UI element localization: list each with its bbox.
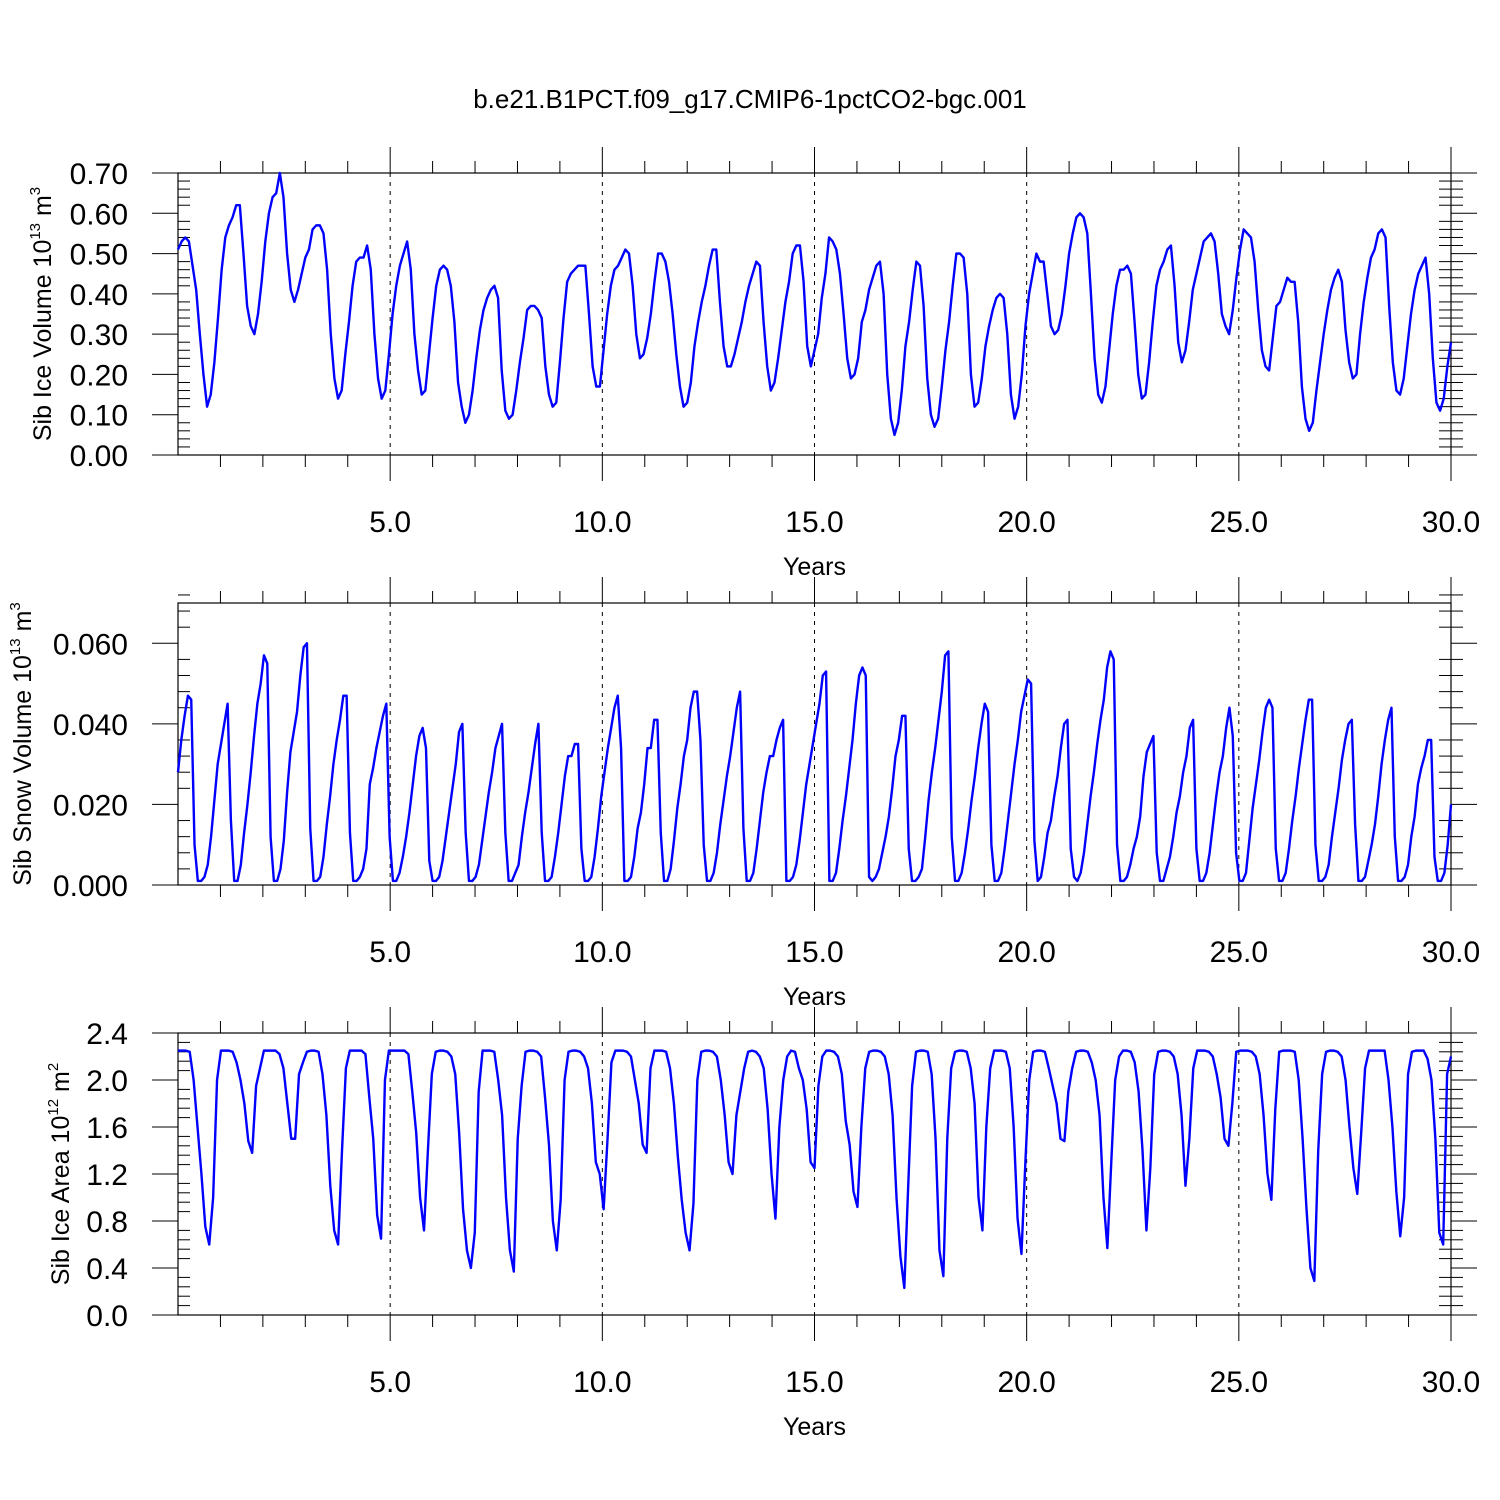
x-tick-label: 5.0 xyxy=(369,1366,411,1399)
plots-container: 0.00 0.10 0.20 0.30 0.40 0.50 0.60 0.70 5.0 10.0 1… xyxy=(7,147,1480,1441)
y-tick-label: 0.0 xyxy=(86,1300,128,1333)
x-tick-label: 25.0 xyxy=(1210,506,1268,539)
x-tick-label: 5.0 xyxy=(369,506,411,539)
plot-frame xyxy=(177,1032,1452,1316)
x-tick-label: 30.0 xyxy=(1422,1366,1480,1399)
x-tick-label: 15.0 xyxy=(785,1366,843,1399)
x-axis-label: Years xyxy=(783,1413,846,1441)
y-tick-label: 0.060 xyxy=(53,628,128,661)
x-tick-label: 25.0 xyxy=(1210,1366,1268,1399)
x-tick-label: 10.0 xyxy=(573,936,631,969)
x-tick-label: 10.0 xyxy=(573,506,631,539)
y-tick-label: 0.10 xyxy=(70,400,128,433)
x-tick-label: 20.0 xyxy=(997,1366,1055,1399)
chart-panel-1: 0.00 0.10 0.20 0.30 0.40 0.50 0.60 0.70 5.0 10.0 1… xyxy=(27,147,1480,581)
x-tick-label: 30.0 xyxy=(1422,936,1480,969)
series-line-1 xyxy=(176,171,1453,437)
y-tick-label: 1.2 xyxy=(86,1159,128,1192)
figure-title: b.e21.B1PCT.f09_g17.CMIP6-1pctCO2-bgc.00… xyxy=(473,84,1027,114)
y-tick-label: 2.4 xyxy=(86,1018,128,1051)
y-tick-label: 0.70 xyxy=(70,158,128,191)
y-tick-label: 0.040 xyxy=(53,709,128,742)
plot-frame xyxy=(177,172,1452,456)
y-tick-label: 0.50 xyxy=(70,239,128,272)
chart-panel-3: 0.0 0.4 0.8 1.2 1.6 2.0 2.4 5.0 10.0 15.0 20.0 25.0… xyxy=(45,1007,1480,1441)
y-tick-label: 0.40 xyxy=(70,279,128,312)
y-axis-label: Sib Ice Area 1012 m2 xyxy=(45,1063,75,1285)
y-tick-label: 2.0 xyxy=(86,1065,128,1098)
x-tick-label: 15.0 xyxy=(785,936,843,969)
x-tick-label: 25.0 xyxy=(1210,936,1268,969)
x-axis-label: Years xyxy=(783,983,846,1011)
y-axis-label: Sib Snow Volume 1013 m3 xyxy=(7,602,37,886)
y-tick-label: 1.6 xyxy=(86,1112,128,1145)
y-tick-label: 0.020 xyxy=(53,789,128,822)
chart-panel-2: 0.000 0.020 0.040 0.060 5.0 10.0 15.0 20.0 25.0 3… xyxy=(7,577,1480,1011)
y-tick-label: 0.8 xyxy=(86,1206,128,1239)
y-tick-label: 0.4 xyxy=(86,1253,128,1286)
x-tick-label: 30.0 xyxy=(1422,506,1480,539)
x-tick-label: 5.0 xyxy=(369,936,411,969)
x-tick-label: 10.0 xyxy=(573,1366,631,1399)
x-axis-label: Years xyxy=(783,553,846,581)
y-tick-label: 0.30 xyxy=(70,319,128,352)
y-tick-label: 0.60 xyxy=(70,198,128,231)
x-tick-label: 20.0 xyxy=(997,936,1055,969)
y-tick-label: 0.00 xyxy=(70,440,128,473)
x-tick-label: 20.0 xyxy=(997,506,1055,539)
series-line-1 xyxy=(176,642,1453,883)
x-tick-label: 15.0 xyxy=(785,506,843,539)
y-axis-label: Sib Ice Volume 1013 m3 xyxy=(27,187,57,441)
y-tick-label: 0.000 xyxy=(53,870,128,903)
plot-frame xyxy=(177,602,1452,886)
series-line-1 xyxy=(178,1049,1453,1290)
y-tick-label: 0.20 xyxy=(70,359,128,392)
